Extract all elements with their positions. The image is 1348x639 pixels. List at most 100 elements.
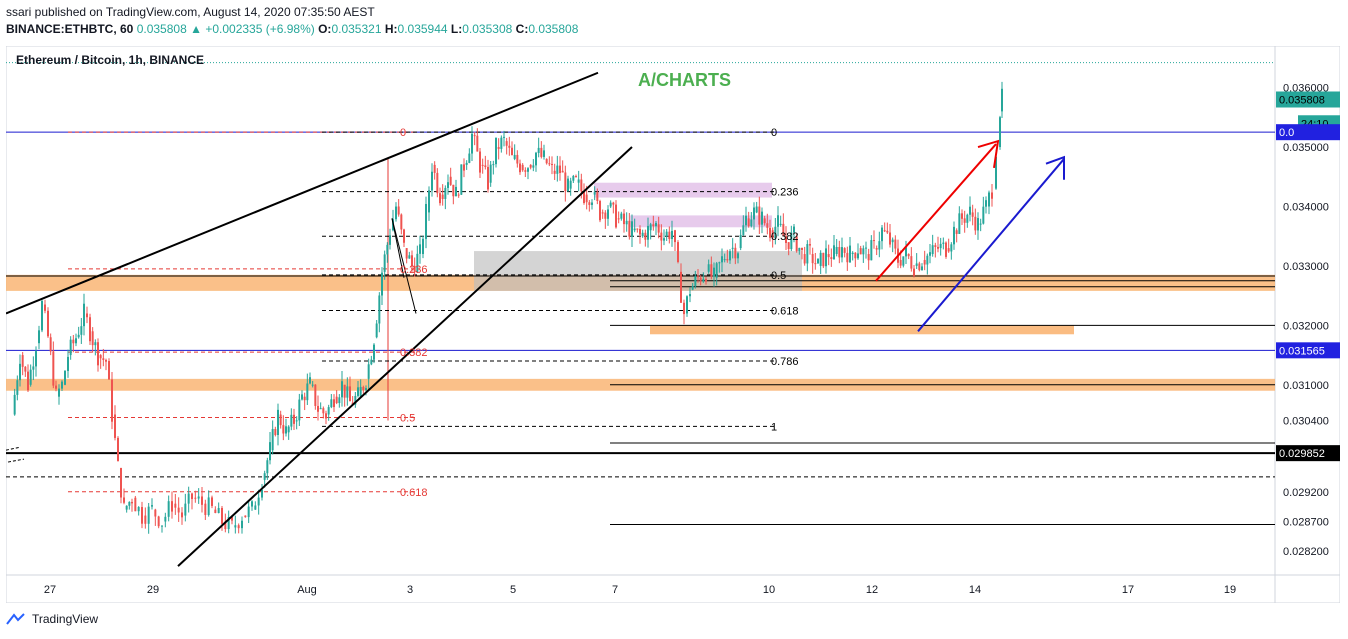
candle — [535, 151, 537, 172]
candle-body — [428, 190, 430, 213]
chart-svg[interactable]: 0 0.236 0.382 0.5 0.618 0 0.236 0.382 0.5 0.618 0.… — [6, 46, 1340, 603]
candle-body — [628, 220, 631, 237]
candle — [72, 334, 75, 353]
publish-info: ssari published on TradingView.com, Augu… — [6, 5, 375, 19]
candle-body — [551, 164, 553, 166]
candle — [553, 163, 556, 180]
candle — [827, 244, 830, 266]
candle-body — [52, 351, 55, 386]
candle-body — [771, 230, 774, 239]
candle — [617, 211, 620, 224]
candle — [473, 131, 476, 146]
candle-body — [460, 164, 463, 195]
candle — [953, 221, 955, 250]
candle — [449, 167, 452, 186]
candle-body — [966, 214, 969, 223]
symbol-label: BINANCE:ETHBTC, 60 — [6, 22, 134, 36]
up-triangle-icon: ▲ — [190, 22, 202, 36]
candle-body — [386, 244, 389, 255]
candle-body — [881, 227, 883, 242]
candle — [38, 325, 40, 350]
candle — [503, 130, 505, 147]
price-tag-label: 0.029852 — [1279, 448, 1325, 460]
candle — [588, 200, 591, 212]
candle-body — [809, 244, 811, 246]
flag-line-1 — [391, 218, 417, 314]
candle — [787, 242, 790, 256]
candle — [795, 233, 798, 253]
candle — [950, 242, 953, 260]
candle — [699, 275, 702, 286]
blue-arrow-line — [917, 158, 1065, 332]
candle — [251, 500, 253, 511]
candle — [24, 366, 27, 377]
candle — [49, 333, 52, 356]
candle-body — [694, 276, 697, 286]
candle — [381, 267, 383, 306]
candle — [403, 228, 405, 247]
candle-body — [961, 213, 963, 219]
candle — [52, 341, 55, 389]
candle-body — [455, 186, 457, 197]
candle-body — [947, 248, 950, 252]
candle-body — [889, 232, 891, 245]
x-axis-label: 27 — [44, 584, 56, 596]
candle-body — [529, 164, 532, 168]
candle — [841, 237, 843, 263]
fib-black-label-1: 0.236 — [771, 187, 799, 199]
candle — [963, 210, 966, 233]
candle-body — [615, 204, 617, 228]
candle — [822, 252, 825, 269]
candle-body — [559, 165, 561, 173]
candle-body — [457, 194, 460, 196]
candle — [325, 410, 327, 425]
candle-body — [77, 334, 80, 338]
candle — [625, 212, 628, 232]
candle — [559, 156, 561, 181]
candle-body — [333, 399, 335, 408]
candle-body — [266, 460, 269, 474]
candle-body — [319, 408, 322, 410]
candle-body — [931, 245, 934, 255]
candle — [141, 501, 143, 529]
chart-frame[interactable]: 0 0.236 0.382 0.5 0.618 0 0.236 0.382 0.5 0.618 0.… — [6, 46, 1340, 603]
candle — [583, 183, 585, 205]
candle — [955, 228, 958, 243]
candle-body — [625, 220, 628, 225]
open-label: O: — [318, 22, 332, 36]
candle-body — [497, 147, 500, 149]
candle — [375, 320, 378, 339]
candle-body — [939, 243, 942, 249]
candle-body — [29, 369, 32, 385]
candle — [750, 212, 753, 228]
candle-body — [335, 396, 338, 404]
candle — [335, 390, 338, 405]
candle-body — [761, 211, 763, 225]
candle-body — [609, 202, 612, 207]
candle — [177, 497, 180, 522]
candle — [217, 502, 220, 514]
footer: TradingView — [6, 612, 98, 626]
candle-body — [923, 259, 926, 265]
candle — [713, 262, 715, 287]
candle — [961, 209, 963, 225]
candle-body — [254, 505, 257, 510]
candle — [211, 495, 213, 509]
candle — [556, 155, 559, 182]
candle-body — [16, 380, 19, 395]
candle — [918, 261, 921, 272]
candle-body — [806, 244, 809, 264]
candle-body — [982, 206, 985, 224]
candle-body — [194, 497, 197, 499]
candle-body — [389, 235, 391, 245]
candle — [939, 237, 942, 256]
candle-body — [397, 206, 400, 215]
candle — [966, 213, 969, 228]
y-axis-label: 0.032000 — [1283, 320, 1329, 332]
candle-body — [359, 386, 362, 397]
candle-body — [958, 213, 961, 234]
y-axis-label: 0.035000 — [1283, 142, 1329, 154]
y-axis-label: 0.029200 — [1283, 487, 1329, 499]
candle — [551, 156, 553, 175]
candle-body — [463, 164, 465, 171]
